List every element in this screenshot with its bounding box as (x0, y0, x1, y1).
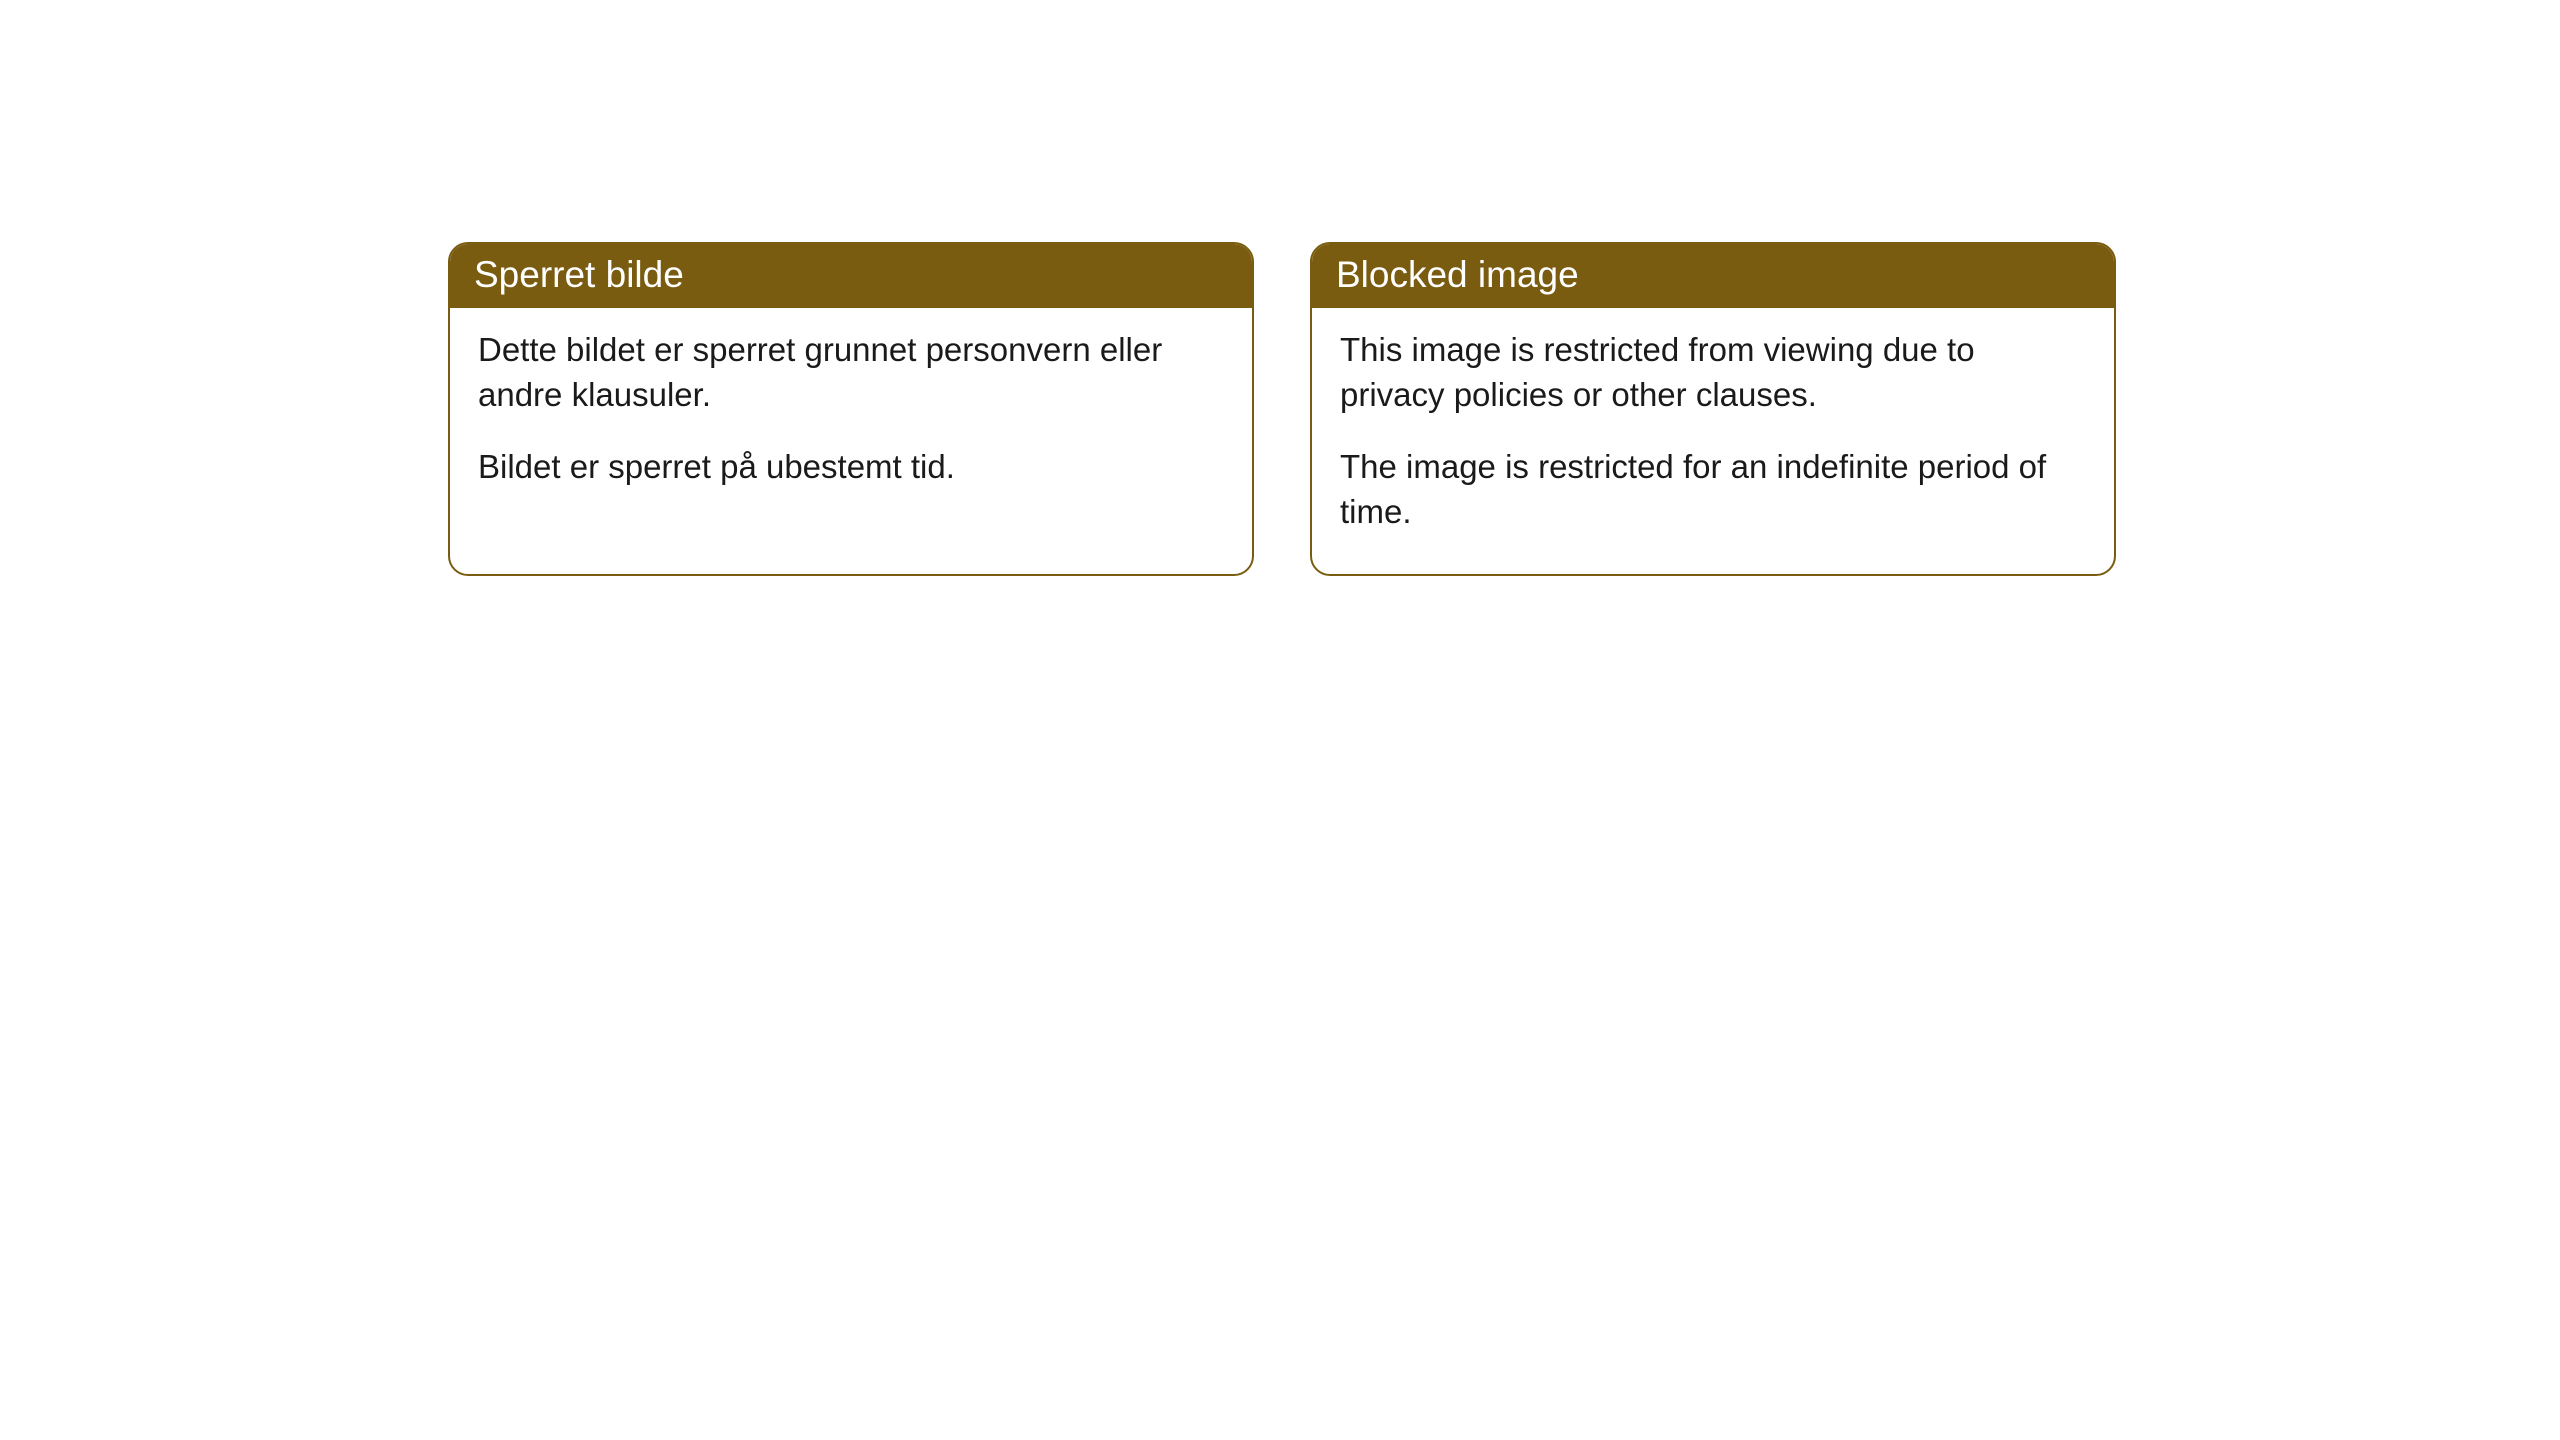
notice-cards-container: Sperret bilde Dette bildet er sperret gr… (448, 242, 2116, 576)
card-paragraph: Dette bildet er sperret grunnet personve… (478, 328, 1224, 417)
card-body: Dette bildet er sperret grunnet personve… (450, 308, 1252, 530)
card-body: This image is restricted from viewing du… (1312, 308, 2114, 574)
card-paragraph: Bildet er sperret på ubestemt tid. (478, 445, 1224, 490)
blocked-image-card-norwegian: Sperret bilde Dette bildet er sperret gr… (448, 242, 1254, 576)
card-paragraph: The image is restricted for an indefinit… (1340, 445, 2086, 534)
card-header: Blocked image (1312, 244, 2114, 308)
card-paragraph: This image is restricted from viewing du… (1340, 328, 2086, 417)
card-header: Sperret bilde (450, 244, 1252, 308)
blocked-image-card-english: Blocked image This image is restricted f… (1310, 242, 2116, 576)
